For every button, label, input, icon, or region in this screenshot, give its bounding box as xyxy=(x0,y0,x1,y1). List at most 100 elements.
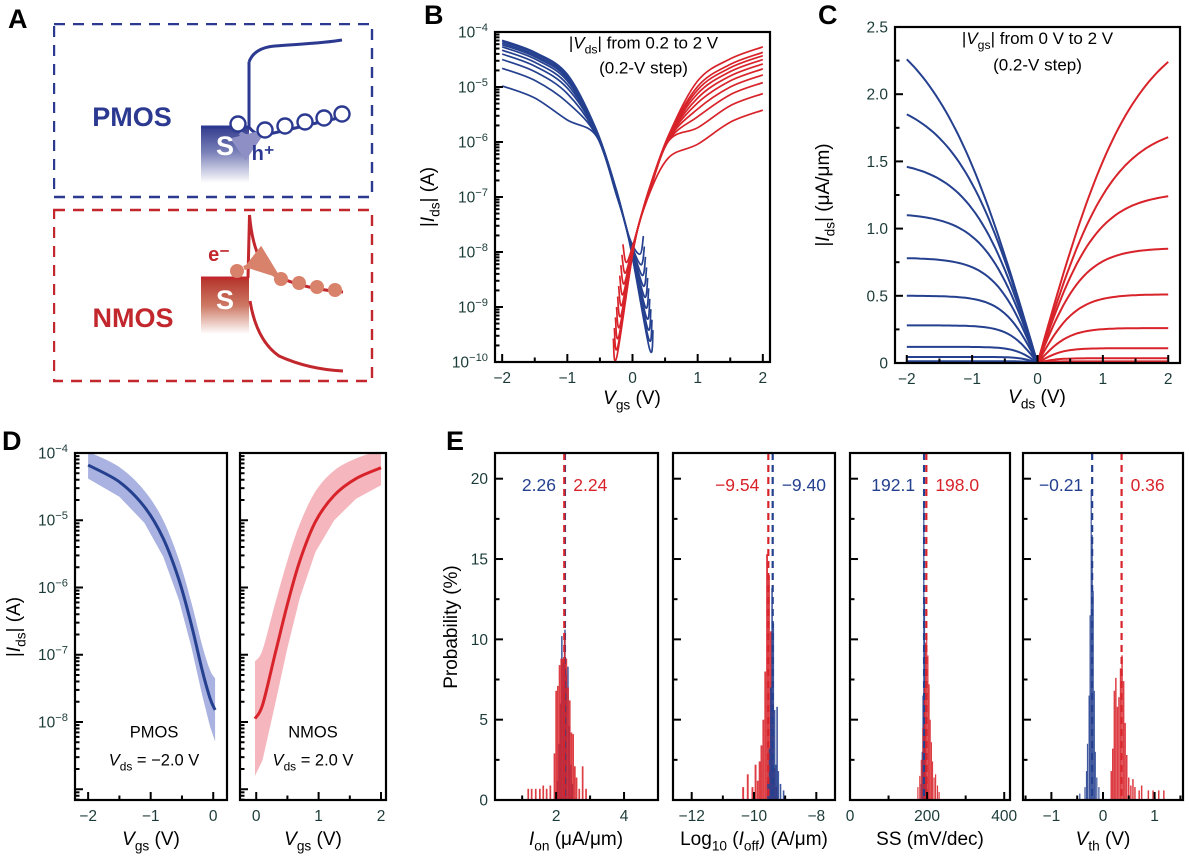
y-tick-label: 10−7 xyxy=(38,645,68,665)
panel-label-c: C xyxy=(818,0,838,30)
x-tick-label: −1 xyxy=(1043,808,1061,825)
nmos-source-region xyxy=(201,278,249,334)
curve-red-12 xyxy=(614,81,764,340)
curve-blue-7 xyxy=(501,42,647,277)
y-axis-title: Probability (%) xyxy=(441,565,462,689)
y-tick-label: 2.0 xyxy=(866,87,888,104)
curve-blue-6 xyxy=(501,43,648,288)
series-layer xyxy=(87,453,217,742)
curve-blue-9 xyxy=(501,39,645,256)
output-curve-red-14 xyxy=(1036,347,1169,363)
electron-symbol: e⁻ xyxy=(208,244,230,266)
series-layer xyxy=(501,39,764,362)
x-tick-label: 1 xyxy=(314,808,323,825)
panel-label-d: D xyxy=(2,426,22,456)
x-axis-title: Vgs (V) xyxy=(603,388,661,413)
x-tick-label: 0 xyxy=(628,370,637,387)
panel-a-band-diagram: PMOS S h⁺ NMOS S e⁻ xyxy=(53,23,374,383)
x-tick-label: 0 xyxy=(252,808,261,825)
y-tick-label: 10−6 xyxy=(38,577,68,597)
curve-red-11 xyxy=(613,92,764,351)
hole-carriers xyxy=(229,105,351,139)
x-tick-label: 1 xyxy=(693,370,702,387)
x-axis-title: Vds (V) xyxy=(1008,387,1066,412)
hole-symbol: h⁺ xyxy=(252,143,275,165)
series-layer xyxy=(527,629,587,800)
x-tick-label: −8 xyxy=(807,808,825,825)
output-curve-red-17 xyxy=(1036,247,1169,363)
y-tick-label: 20 xyxy=(471,471,489,488)
distribution-band xyxy=(88,453,216,742)
y-axis-title: |Ids| (A) xyxy=(4,597,29,657)
x-axis-title: Vgs (V) xyxy=(284,829,342,854)
y-tick-label: 10−8 xyxy=(458,242,488,262)
y-tick-label: 10−4 xyxy=(458,22,488,42)
annotation: (0.2-V step) xyxy=(599,58,688,77)
output-curve-red-15 xyxy=(1036,327,1169,363)
y-tick-label: 0 xyxy=(479,793,488,810)
chart-Dn: 0 1 2 NMOS Vds = 2.0 V Vgs (V) xyxy=(238,451,388,854)
panel-label-b: B xyxy=(424,0,444,30)
x-tick-label: 0 xyxy=(1099,808,1108,825)
mean-value-label: 2.24 xyxy=(573,475,607,495)
electron-carriers xyxy=(230,264,342,297)
plot-frame xyxy=(671,451,837,802)
output-curve-blue-8 xyxy=(906,165,1039,363)
y-tick-label: 10−8 xyxy=(38,712,68,732)
plot-frame xyxy=(1021,451,1185,802)
x-axis-title: Log10 (Ioff) (A/μm) xyxy=(680,829,828,854)
chart-Dp: −2 −1 0 10−4 10−5 10−6 10−7 10−8 PMOS Vds = −2.0 … xyxy=(4,443,229,854)
x-axis-title: Ion (μA/μm) xyxy=(529,829,623,854)
y-axis-title: |Ids| (A) xyxy=(418,167,443,227)
x-tick-label: −12 xyxy=(679,808,705,825)
panel-label-e: E xyxy=(446,426,465,456)
y-tick-label: 10−9 xyxy=(458,297,488,317)
x-tick-label: −2 xyxy=(898,371,916,388)
x-tick-label: 2 xyxy=(1164,371,1173,388)
plot-frame xyxy=(893,25,1182,365)
y-tick-label: 1.5 xyxy=(866,154,888,171)
series-layer xyxy=(917,501,940,800)
y-tick-label: 0 xyxy=(879,356,888,373)
annotation: |Vgs| from 0 V to 2 V xyxy=(962,29,1114,52)
y-axis-title: |Ids| (μA/μm) xyxy=(813,143,838,246)
chart-B: −2 −1 0 1 2 10−4 10−5 10−6 10−7 10−8 10−9 10−10 |Vds… xyxy=(418,22,772,413)
x-axis-title: Vth (V) xyxy=(1076,829,1131,854)
annotation: NMOS xyxy=(288,724,338,742)
x-tick-label: −1 xyxy=(558,370,576,387)
annotation: (0.2-V step) xyxy=(993,56,1082,75)
series-layer xyxy=(906,58,1169,363)
plot-frame xyxy=(848,451,1012,802)
x-tick-label: −2 xyxy=(493,370,511,387)
output-curve-blue-5 xyxy=(906,294,1039,363)
x-tick-label: 400 xyxy=(991,808,1017,825)
chart-E1: 2.26 2.24 2 4 0 5 10 15 20 Ion (μA/μm) Probability… xyxy=(441,451,660,854)
ticks xyxy=(1023,477,1182,801)
ticks xyxy=(673,477,818,801)
pmos-label: PMOS xyxy=(92,102,172,132)
curve-red-10 xyxy=(612,109,764,362)
output-curve-blue-3 xyxy=(906,345,1039,363)
annotation: Vds = −2.0 V xyxy=(109,751,200,773)
y-tick-label: 10−5 xyxy=(38,510,68,530)
histogram-red xyxy=(917,632,940,800)
panel-label-a: A xyxy=(8,4,28,34)
annotation: PMOS xyxy=(130,724,179,742)
output-curve-red-16 xyxy=(1036,293,1169,363)
mean-value-label: 198.0 xyxy=(935,475,979,495)
y-tick-label: 10−7 xyxy=(458,187,488,207)
median-curve xyxy=(253,466,382,720)
y-tick-label: 10 xyxy=(471,632,489,649)
x-tick-label: −2 xyxy=(79,808,97,825)
output-curve-red-20 xyxy=(1036,61,1169,363)
output-curve-blue-7 xyxy=(906,214,1039,363)
pmos-band-diagram: PMOS S h⁺ xyxy=(53,23,374,199)
electron-injection-arrow xyxy=(243,245,282,279)
nmos-dashed-box xyxy=(53,208,374,383)
nmos-label: NMOS xyxy=(93,303,174,333)
y-tick-label: 1.0 xyxy=(866,221,888,238)
median-curve xyxy=(87,463,217,711)
output-curve-blue-10 xyxy=(906,58,1039,363)
x-tick-label: 1 xyxy=(1099,371,1108,388)
